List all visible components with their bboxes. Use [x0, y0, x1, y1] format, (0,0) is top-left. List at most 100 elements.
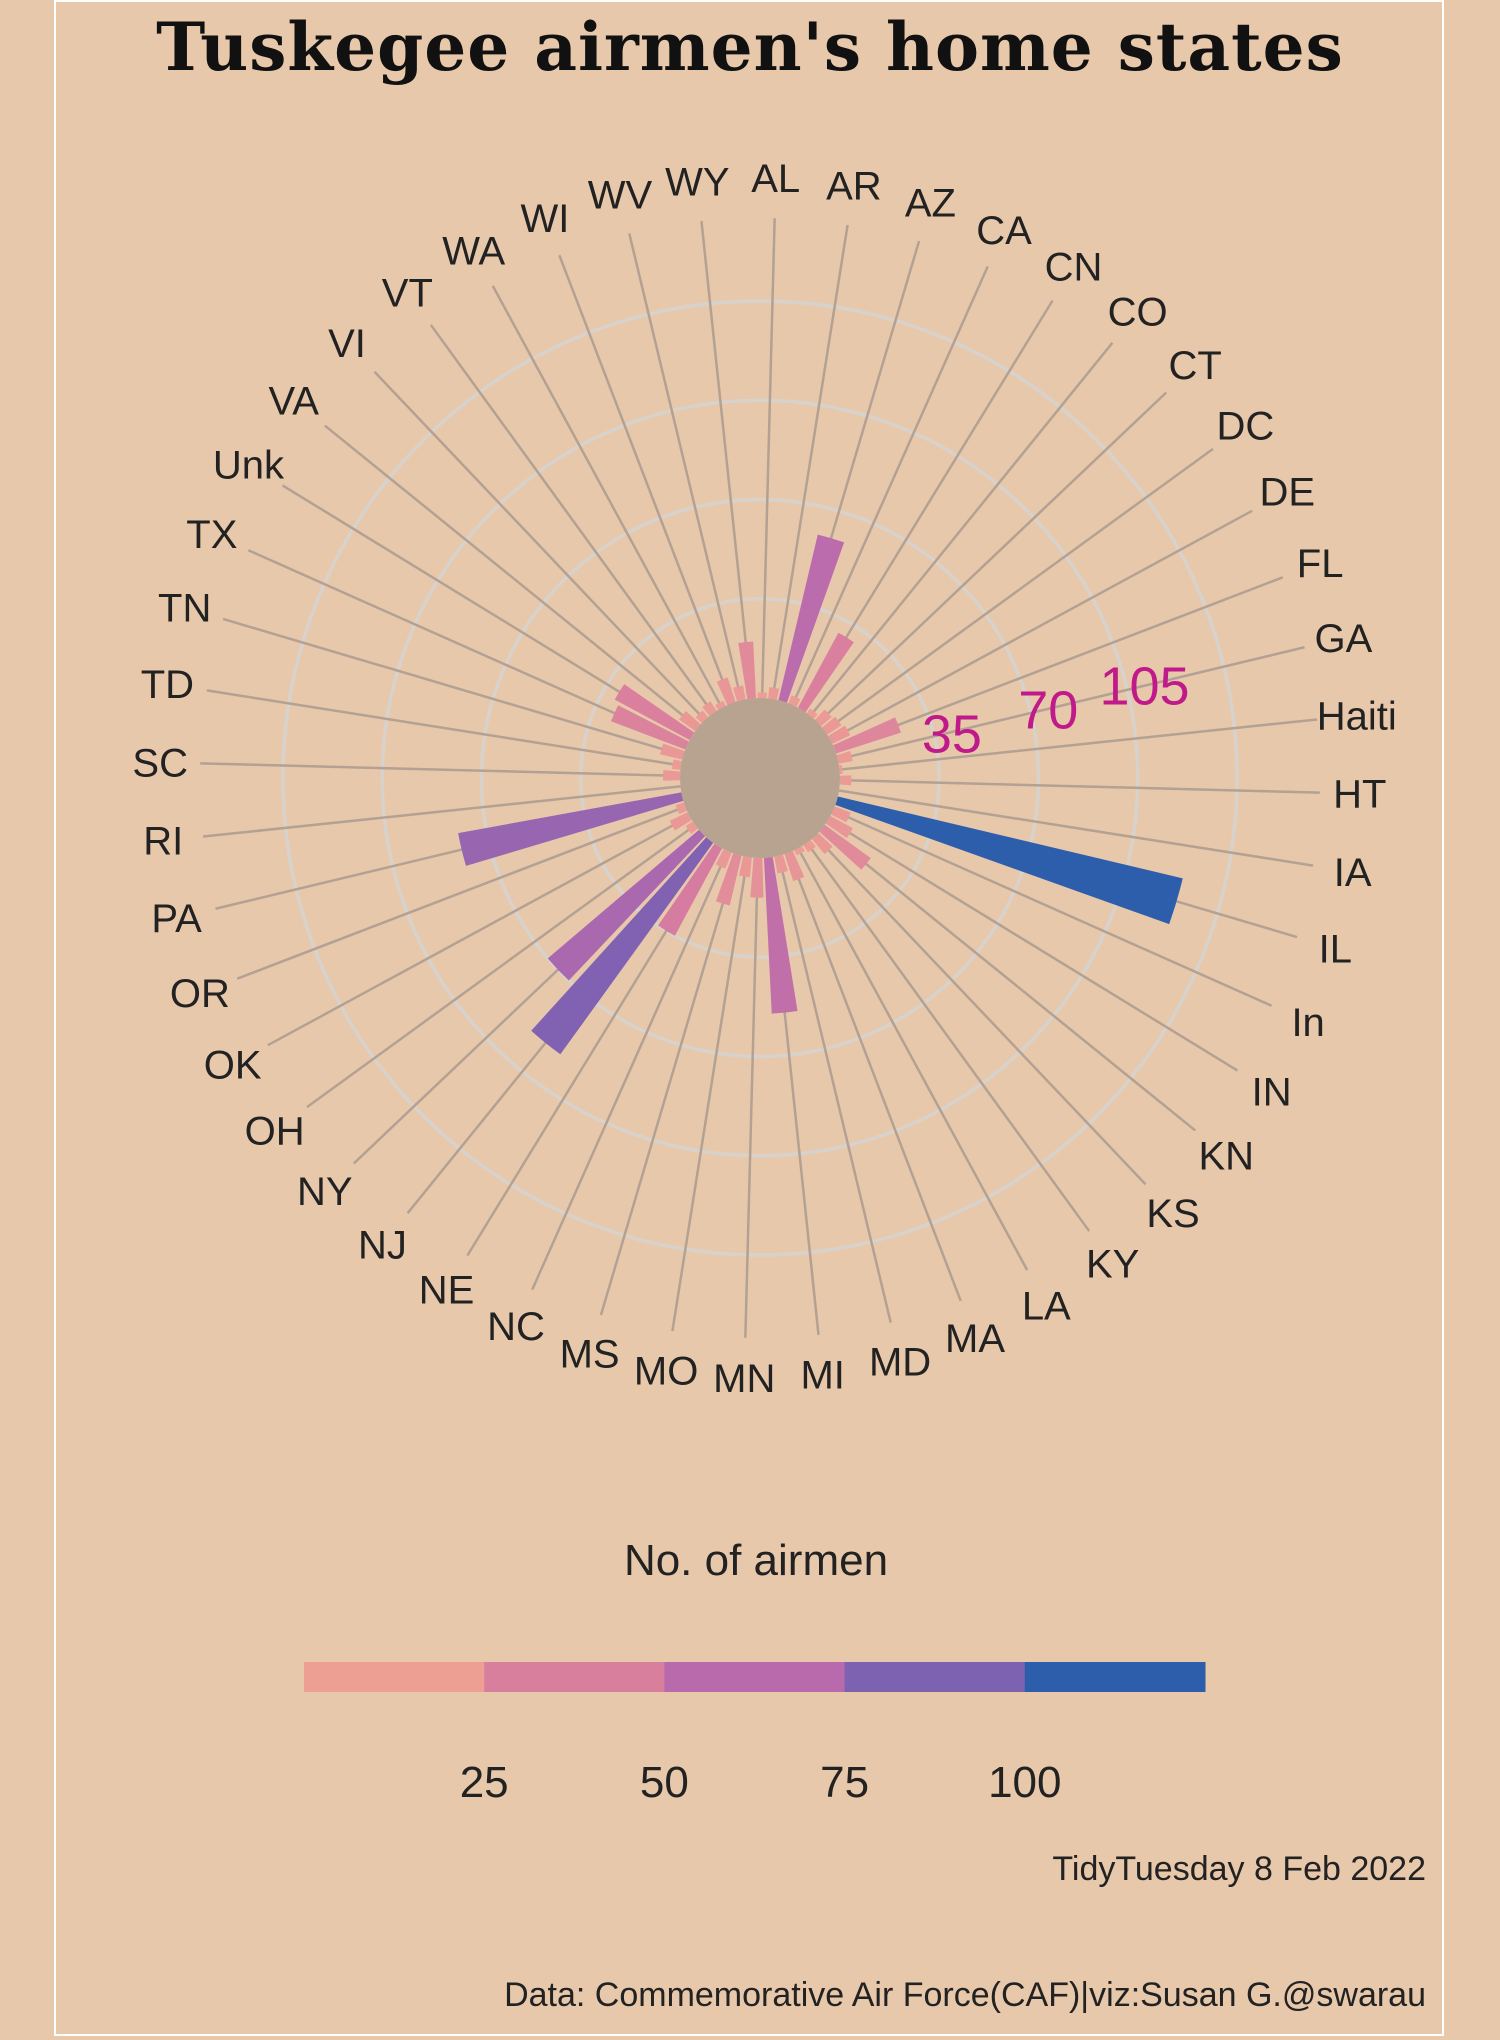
bar-TN: [660, 743, 685, 760]
legend-swatch: [1024, 1662, 1206, 1692]
state-label-NE: NE: [419, 1269, 475, 1313]
bar-TX: [611, 705, 689, 750]
state-label-TX: TX: [186, 513, 237, 557]
grid-spoke: [814, 835, 1147, 1186]
state-label-OK: OK: [204, 1043, 262, 1087]
state-label-OR: OR: [170, 972, 230, 1016]
bar-HT: [839, 775, 852, 786]
grid-spoke: [806, 841, 1091, 1232]
grid-spoke: [834, 576, 1284, 751]
state-label-FL: FL: [1297, 542, 1344, 586]
state-label-MD: MD: [869, 1340, 931, 1384]
state-label-OH: OH: [245, 1110, 305, 1154]
state-label-VT: VT: [382, 272, 433, 316]
plot-frame: [54, 0, 1444, 2036]
bar-AL: [757, 692, 767, 699]
legend-title: No. of airmen: [623, 1536, 889, 1585]
center-disc: [680, 698, 840, 858]
legend-swatch: [304, 1662, 485, 1692]
state-label-Unk: Unk: [213, 444, 285, 488]
legend-tick-label: 50: [639, 1758, 689, 1807]
bar-SC: [662, 770, 681, 781]
grid-spoke: [839, 718, 1318, 771]
bar-In: [831, 806, 851, 823]
state-label-PA: PA: [151, 897, 202, 941]
bar-IN: [825, 815, 853, 838]
state-label-WA: WA: [442, 230, 505, 274]
bar-CT: [814, 709, 832, 727]
bar-GA: [836, 751, 853, 764]
state-label-CT: CT: [1169, 344, 1222, 388]
grid-spoke: [247, 549, 688, 747]
state-label-WI: WI: [521, 197, 570, 241]
grid-spoke: [700, 220, 753, 699]
state-label-IA: IA: [1334, 851, 1372, 895]
grid-spoke: [671, 856, 749, 1332]
grid-spoke: [760, 218, 776, 699]
legend-tick-label: 75: [820, 1758, 870, 1807]
state-label-HT: HT: [1333, 773, 1386, 817]
grid-spoke: [838, 789, 1314, 867]
grid-spoke: [531, 850, 729, 1291]
grid-spoke: [206, 689, 682, 767]
caption-date: TidyTuesday 8 Feb 2022: [1052, 1850, 1426, 1888]
bar-NC: [715, 849, 732, 869]
ring-labels: 35 70 105: [922, 657, 1190, 765]
bar-WV: [733, 685, 746, 702]
state-label-LA: LA: [1022, 1284, 1071, 1328]
bar-VI: [695, 710, 709, 724]
grid-spoke: [797, 847, 1029, 1271]
chart-title: Tuskegee airmen's home states: [156, 8, 1344, 86]
legend-swatch: [484, 1662, 665, 1692]
grid-spoke: [373, 370, 706, 721]
bar-FL: [832, 717, 901, 754]
state-label-WV: WV: [588, 174, 653, 218]
bar-KS: [811, 832, 833, 855]
legend-swatch: [664, 1662, 846, 1692]
grid-spoke: [832, 809, 1273, 1007]
bar-Unk: [614, 684, 695, 741]
grid-spoke: [777, 855, 892, 1323]
grid-spoke: [817, 391, 1168, 724]
bar-MO: [738, 856, 752, 878]
bar-OH: [685, 821, 698, 834]
grid-spoke: [791, 265, 989, 706]
bar-AZ: [778, 534, 845, 703]
state-label-KN: KN: [1198, 1135, 1254, 1179]
state-label-CN: CN: [1045, 245, 1103, 289]
bars: [458, 534, 1183, 1055]
state-label-NY: NY: [297, 1170, 353, 1214]
state-label-MS: MS: [560, 1332, 620, 1376]
state-label-AR: AR: [826, 164, 882, 208]
grid-spoke: [267, 815, 691, 1047]
grid-spoke: [839, 778, 1320, 794]
grid-spoke: [324, 424, 699, 729]
state-label-DE: DE: [1260, 471, 1316, 515]
grid-spoke: [744, 857, 760, 1338]
grid-spoke: [771, 224, 849, 700]
bar-VT: [702, 701, 717, 716]
state-label-KY: KY: [1086, 1242, 1139, 1286]
bar-Haiti: [838, 764, 843, 775]
bar-TD: [671, 759, 682, 770]
grid-ring: [579, 597, 941, 959]
ring-label-105: 105: [1099, 657, 1189, 717]
bar-LA: [794, 846, 805, 856]
bar-CN: [797, 632, 854, 713]
state-label-MA: MA: [945, 1317, 1005, 1361]
grid-spoke: [429, 324, 714, 715]
state-label-TD: TD: [141, 663, 194, 707]
grid-spoke: [202, 785, 681, 838]
bar-WI: [716, 677, 736, 706]
state-label-WY: WY: [665, 160, 729, 204]
bar-OK: [669, 812, 692, 831]
grid-ring: [479, 497, 1041, 1059]
state-label-GA: GA: [1315, 617, 1373, 661]
bar-MD: [774, 854, 788, 874]
bar-KN: [819, 824, 871, 870]
grid-spoke: [236, 805, 686, 980]
bar-NY: [547, 829, 706, 981]
state-label-MO: MO: [634, 1350, 698, 1394]
grid-ring: [380, 398, 1140, 1158]
